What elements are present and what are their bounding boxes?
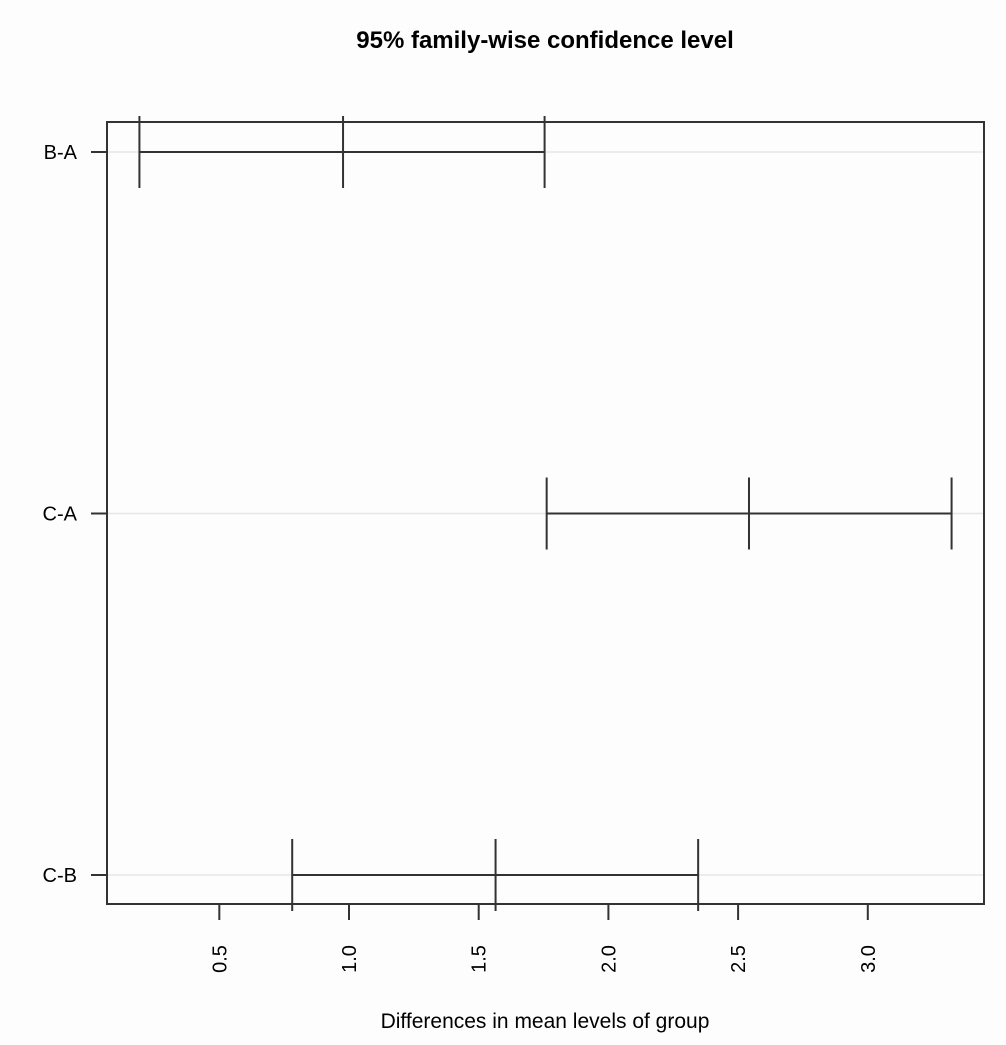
x-tick-label: 0.5 [209, 945, 231, 973]
x-tick-label: 3.0 [858, 945, 880, 973]
x-axis: 0.5 1.0 1.5 2.0 2.5 3.0 [209, 904, 880, 973]
y-axis: B-A C-A C-B [43, 142, 107, 887]
y-tick-label: C-B [43, 865, 77, 887]
interval-marks [138, 116, 953, 911]
x-tick-label: 2.0 [598, 945, 620, 973]
x-axis-label: Differences in mean levels of group [381, 1010, 710, 1033]
chart-title: 95% family-wise confidence level [356, 27, 734, 54]
x-tick-label: 2.5 [728, 945, 750, 973]
x-tick-label: 1.0 [339, 945, 361, 973]
y-tick-label: C-A [43, 504, 78, 526]
y-tick-label: B-A [44, 142, 78, 164]
x-tick-label: 1.5 [469, 945, 491, 973]
